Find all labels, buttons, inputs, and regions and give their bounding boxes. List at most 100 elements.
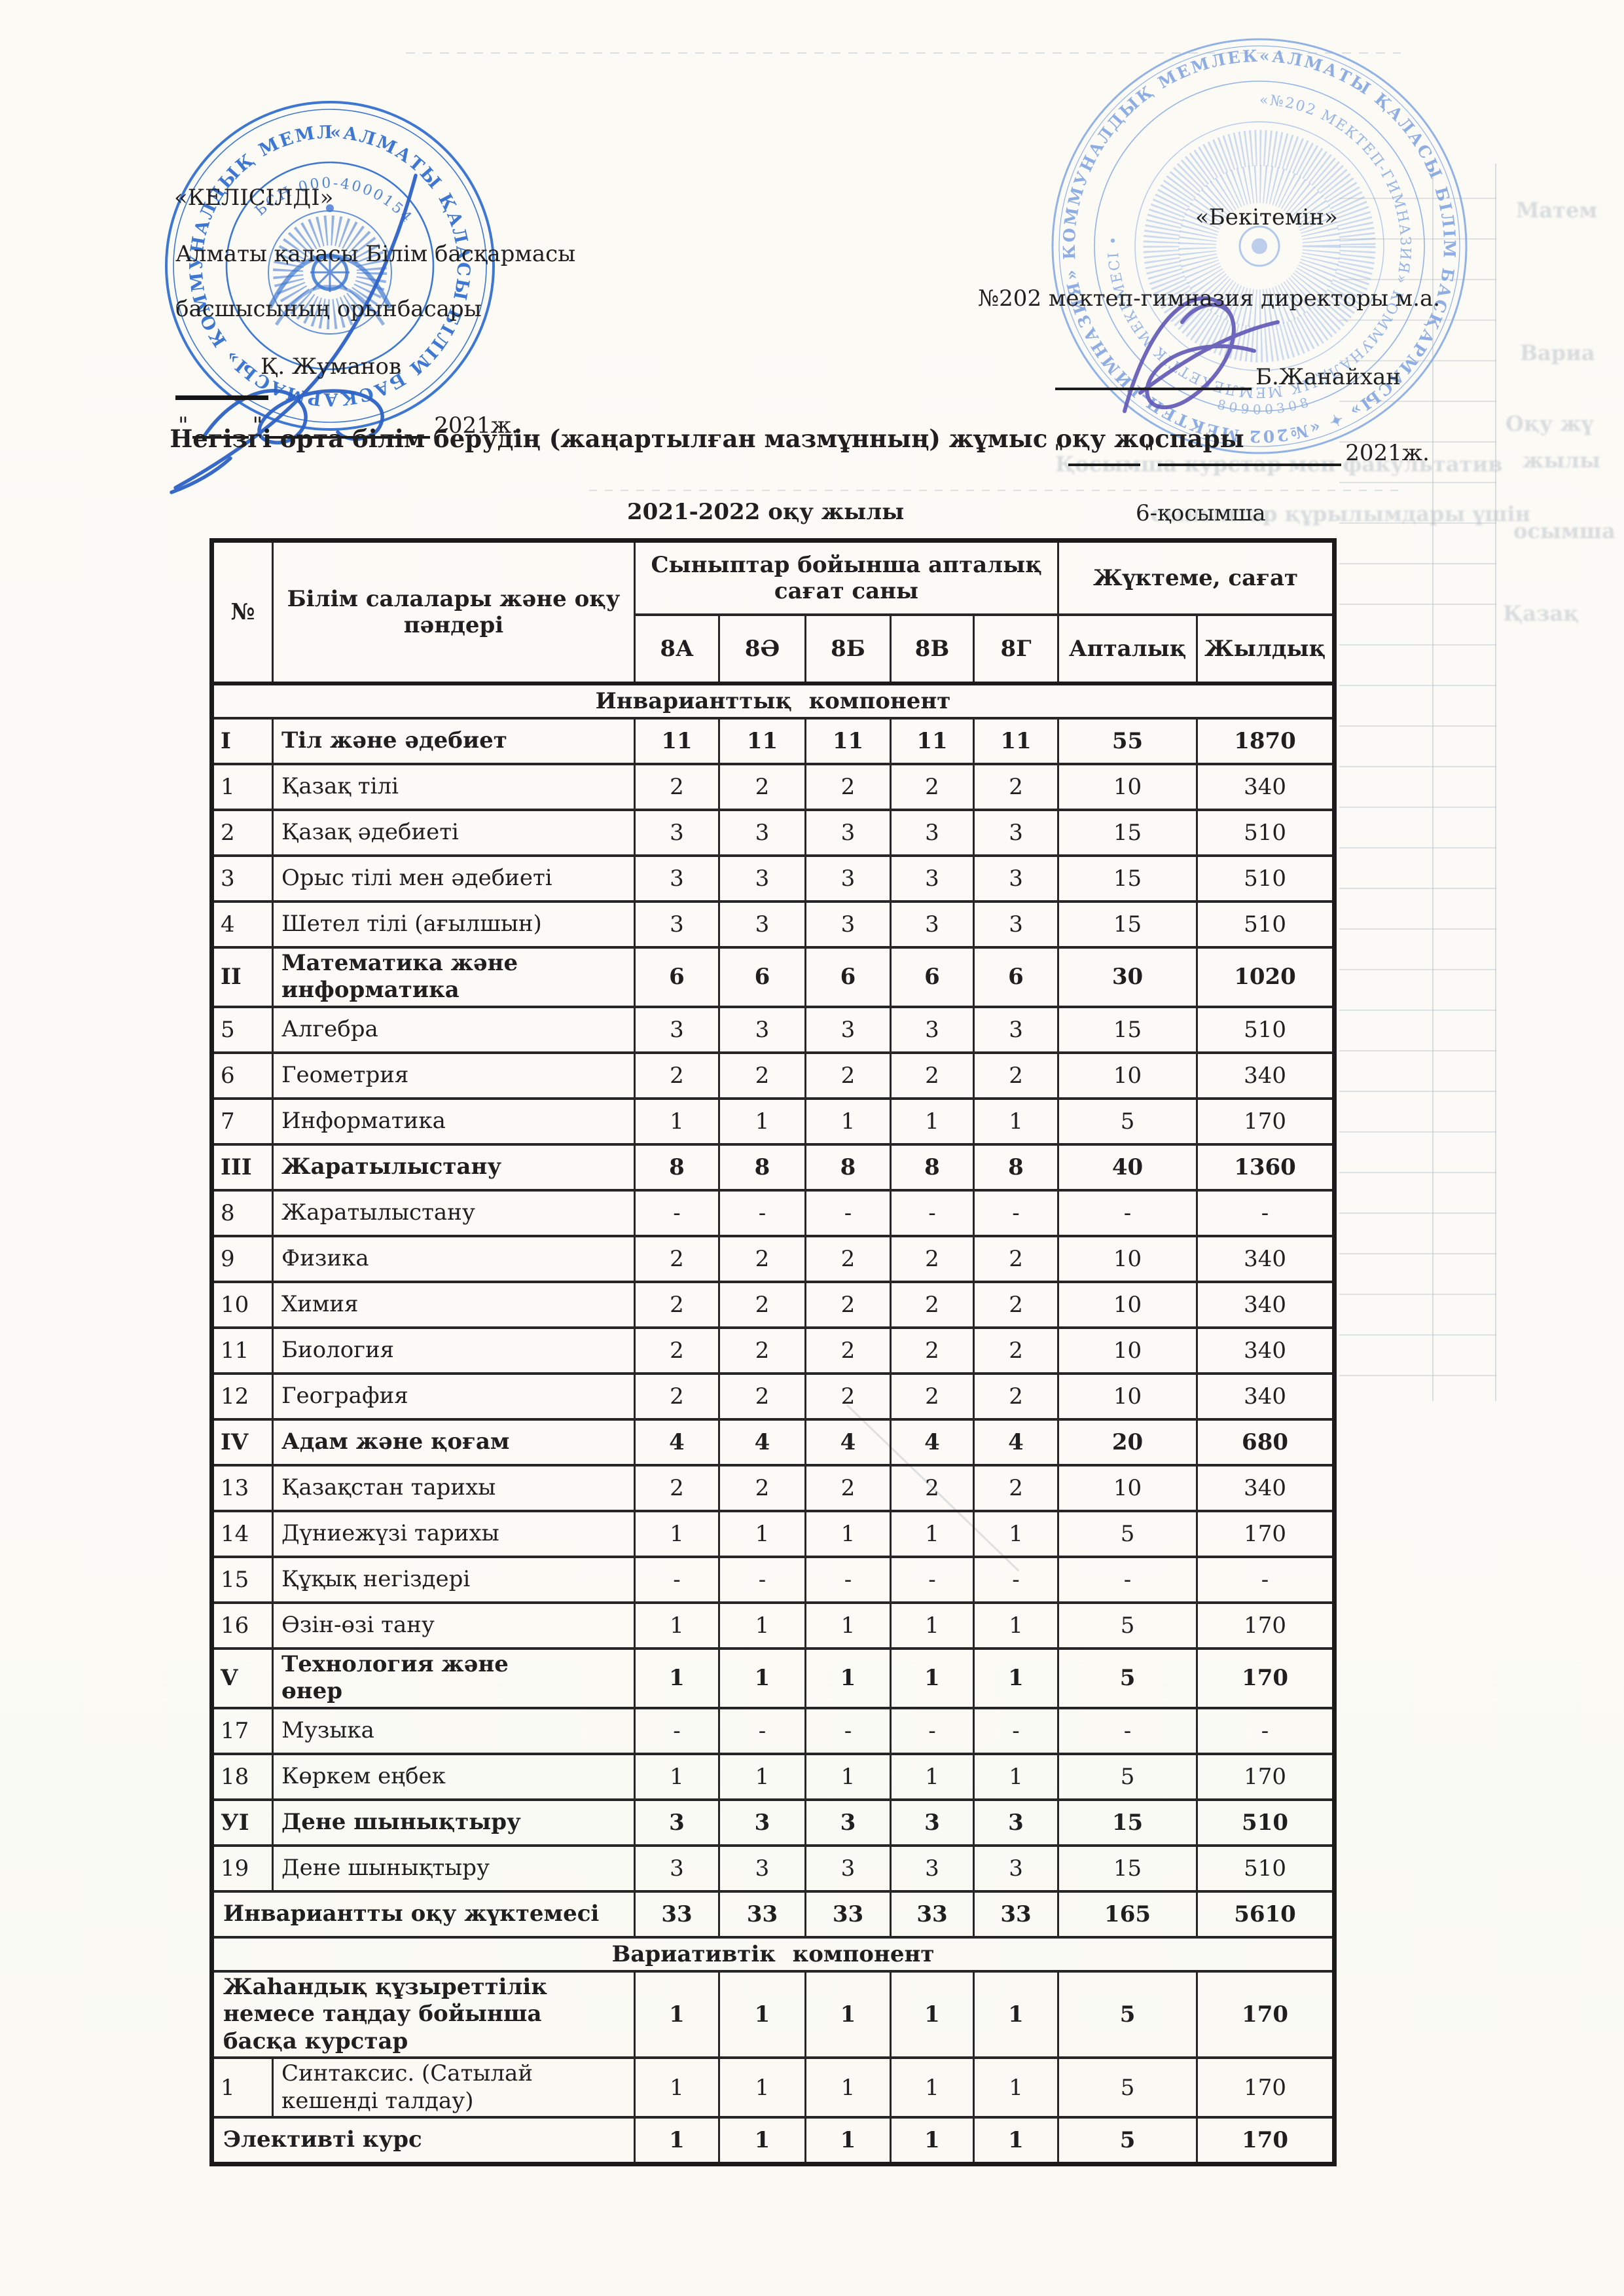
- right-signature: [1123, 296, 1280, 413]
- hours-yearly: 1020: [1196, 946, 1336, 1008]
- row-number: 2: [211, 809, 274, 857]
- ghost-table-border: [1495, 164, 1496, 1401]
- hours-8g: 3: [972, 854, 1060, 903]
- hours-8a: 3: [634, 900, 720, 949]
- section-label: Вариативтік компонент: [210, 1935, 1336, 1973]
- hours-8ae: 3: [718, 1798, 806, 1847]
- hours-8a: 1: [634, 2116, 720, 2166]
- hours-8v: 1: [890, 1601, 975, 1650]
- subject-label: Көркем еңбек: [272, 1752, 636, 1801]
- hours-8g: 3: [972, 1005, 1060, 1054]
- classes-group-header: Сыныптар бойынша апталық сағат саны: [633, 539, 1060, 616]
- hours-8b: 1: [804, 2116, 892, 2166]
- table-row: 8 Жаратылыстану - - - - - - -: [211, 1188, 1336, 1237]
- hours-8v: 2: [890, 1234, 975, 1283]
- subject-label: Музыка: [272, 1706, 636, 1755]
- hours-8g: 2: [972, 1372, 1060, 1421]
- hours-8ae: 8: [718, 1142, 806, 1192]
- hours-8v: 1: [890, 1647, 975, 1709]
- row-number: 18: [211, 1752, 274, 1801]
- hours-8a: 1: [634, 1097, 720, 1146]
- hours-8g: 3: [972, 900, 1060, 949]
- hours-8ae: 2: [718, 1463, 806, 1512]
- header-row-groups: № Білім салалары және оқу пәндері Сыныпт…: [211, 539, 1336, 685]
- subject-label: Шетел тілі (ағылшын): [272, 900, 636, 949]
- hours-8g: 11: [972, 717, 1060, 765]
- hours-8v: 3: [890, 1005, 975, 1054]
- subject-label: Адам және қоғам: [272, 1417, 636, 1467]
- school-gymnasium-stamp: «АЛМАТЫ ҚАЛАСЫ БІЛІМ БАСҚАРМАСЫ» ✦ «№202…: [1043, 30, 1468, 454]
- hours-weekly: 10: [1057, 763, 1199, 811]
- quote-mark: ": [178, 412, 189, 439]
- signature-rule: [1055, 364, 1252, 390]
- hours-8b: 1: [804, 1509, 892, 1558]
- hours-8ae: 2: [718, 1280, 806, 1329]
- blank-line: [192, 412, 249, 439]
- hours-8a: 3: [634, 1844, 720, 1893]
- hours-8g: 1: [972, 2116, 1060, 2166]
- hours-8b: 2: [804, 1463, 892, 1512]
- hours-8ae: 3: [718, 1005, 806, 1054]
- row-number: V: [211, 1647, 274, 1709]
- row-label: Жаһандық құзыреттілік немесе таңдау бойы…: [211, 1969, 636, 2060]
- table-row: 1 Синтаксис. (Сатылай кешенді талдау) 1 1 1 1…: [211, 2056, 1336, 2119]
- row-number: 7: [211, 1097, 274, 1146]
- subject-label: Физика: [272, 1234, 636, 1283]
- hours-8v: 2: [890, 1463, 975, 1512]
- table-row: V Технология және өнер 1 1 1 1 1 5 170: [211, 1647, 1336, 1709]
- section-label: Инварианттық компонент: [210, 682, 1336, 720]
- hours-weekly: 40: [1057, 1142, 1199, 1192]
- hours-weekly: 20: [1057, 1417, 1199, 1467]
- hours-8a: 1: [634, 1647, 720, 1709]
- table-row: 9 Физика 2 2 2 2 2 10 340: [211, 1234, 1336, 1283]
- hours-8g: -: [972, 1555, 1060, 1604]
- row-number: 1: [211, 763, 274, 811]
- hours-8g: 1: [972, 1097, 1060, 1146]
- hours-8v: 3: [890, 809, 975, 857]
- row-number: 14: [211, 1509, 274, 1558]
- class-8v-header: 8В: [890, 613, 975, 685]
- table-row: 3 Орыс тілі мен әдебиеті 3 3 3 3 3 15 510: [211, 854, 1336, 903]
- hours-8g: 1: [972, 1509, 1060, 1558]
- hours-8b: -: [804, 1555, 892, 1604]
- header-row-classes: 8А 8Ә 8Б 8В 8Г Апталық Жылдық: [212, 613, 1336, 685]
- hours-8ae: 1: [718, 1969, 806, 2060]
- hours-8ae: 2: [718, 1372, 806, 1421]
- hours-8ae: 4: [718, 1417, 806, 1467]
- hours-8ae: -: [718, 1188, 806, 1237]
- hours-8ae: 6: [718, 946, 806, 1008]
- subject-label: Қазақ тілі: [272, 763, 636, 811]
- hours-yearly: -: [1196, 1706, 1336, 1755]
- table-row: 12 География 2 2 2 2 2 10 340: [211, 1372, 1336, 1421]
- hours-8ae: 2: [718, 1051, 806, 1100]
- hours-8v: 3: [890, 900, 975, 949]
- hours-8b: 1: [804, 1969, 892, 2060]
- hours-8a: 3: [634, 854, 720, 903]
- hours-8g: 2: [972, 1234, 1060, 1283]
- ghost-table-rows: [1339, 198, 1496, 1401]
- hours-8ae: 33: [718, 1889, 806, 1939]
- table-row: III Жаратылыстану 8 8 8 8 8 40 1360: [211, 1142, 1336, 1192]
- subject-label: Дене шынықтыру: [272, 1844, 636, 1893]
- ghost-text: осымша: [1513, 519, 1615, 543]
- hours-weekly: 10: [1057, 1372, 1199, 1421]
- hours-8b: 1: [804, 1752, 892, 1801]
- hours-8g: 3: [972, 1844, 1060, 1893]
- subject-label: Жаратылыстану: [272, 1188, 636, 1237]
- hours-8v: 8: [890, 1142, 975, 1192]
- approved-label: «Бекітемін»: [1195, 204, 1338, 230]
- ghost-text: Матем: [1516, 198, 1598, 223]
- hours-8a: 1: [634, 1601, 720, 1650]
- hours-8v: 33: [890, 1889, 975, 1939]
- quote-mark: ": [252, 412, 263, 439]
- hours-8a: 6: [634, 946, 720, 1008]
- approved-date-line: " " 2021ж.: [1054, 440, 1430, 466]
- hours-weekly: 5: [1057, 2116, 1199, 2166]
- hours-8v: 1: [890, 1969, 975, 2060]
- class-8g-header: 8Г: [972, 613, 1060, 685]
- hours-8a: 1: [634, 1969, 720, 2060]
- hours-8g: 1: [972, 1752, 1060, 1801]
- col-subject-header: Білім салалары және оқу пәндері: [272, 539, 636, 685]
- hours-yearly: 340: [1196, 1326, 1336, 1375]
- hours-8a: 1: [634, 2056, 720, 2119]
